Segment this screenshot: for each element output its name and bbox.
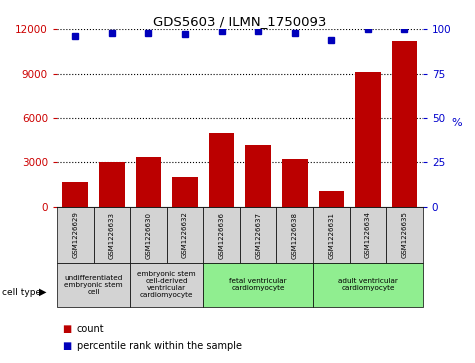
Text: GSM1226630: GSM1226630 (145, 212, 152, 258)
Bar (282, 159, 307, 207)
Text: embryonic stem
cell-derived
ventricular
cardiomyocyte: embryonic stem cell-derived ventricular … (137, 272, 196, 298)
Bar (355, 72, 380, 207)
Bar (350, 207, 386, 263)
Bar (276, 207, 313, 263)
Text: GSM1226633: GSM1226633 (109, 212, 115, 258)
Text: ▶: ▶ (39, 287, 47, 297)
Bar (209, 133, 234, 207)
Text: count: count (77, 323, 104, 334)
Bar (240, 207, 276, 263)
Bar (203, 207, 240, 263)
Text: GSM1226637: GSM1226637 (255, 212, 261, 258)
Bar (57, 263, 130, 307)
Text: GSM1226631: GSM1226631 (328, 212, 334, 258)
Bar (57, 207, 94, 263)
Bar (130, 263, 203, 307)
Text: percentile rank within the sample: percentile rank within the sample (77, 340, 242, 351)
Bar (313, 207, 350, 263)
Bar (392, 41, 417, 207)
Bar (167, 207, 203, 263)
Y-axis label: %: % (452, 118, 462, 128)
Bar (386, 207, 423, 263)
Text: GSM1226632: GSM1226632 (182, 212, 188, 258)
Text: undifferentiated
embryonic stem
cell: undifferentiated embryonic stem cell (64, 275, 123, 295)
Bar (99, 162, 124, 207)
Text: GSM1226638: GSM1226638 (292, 212, 298, 258)
Bar (63, 182, 88, 207)
Bar (246, 144, 271, 207)
Text: GSM1226636: GSM1226636 (218, 212, 225, 258)
Bar (130, 207, 167, 263)
Text: adult ventricular
cardiomyocyte: adult ventricular cardiomyocyte (338, 278, 398, 291)
Text: GSM1226629: GSM1226629 (72, 212, 78, 258)
Bar (136, 157, 161, 207)
Bar (203, 263, 313, 307)
Bar (172, 177, 198, 207)
Text: fetal ventricular
cardiomyocyte: fetal ventricular cardiomyocyte (229, 278, 287, 291)
Text: GSM1226634: GSM1226634 (365, 212, 371, 258)
Text: ■: ■ (62, 340, 71, 351)
Text: ■: ■ (62, 323, 71, 334)
Bar (319, 191, 344, 207)
Text: cell type: cell type (2, 288, 41, 297)
Title: GDS5603 / ILMN_1750093: GDS5603 / ILMN_1750093 (153, 15, 327, 28)
Bar (313, 263, 423, 307)
Text: GSM1226635: GSM1226635 (401, 212, 408, 258)
Bar (94, 207, 130, 263)
